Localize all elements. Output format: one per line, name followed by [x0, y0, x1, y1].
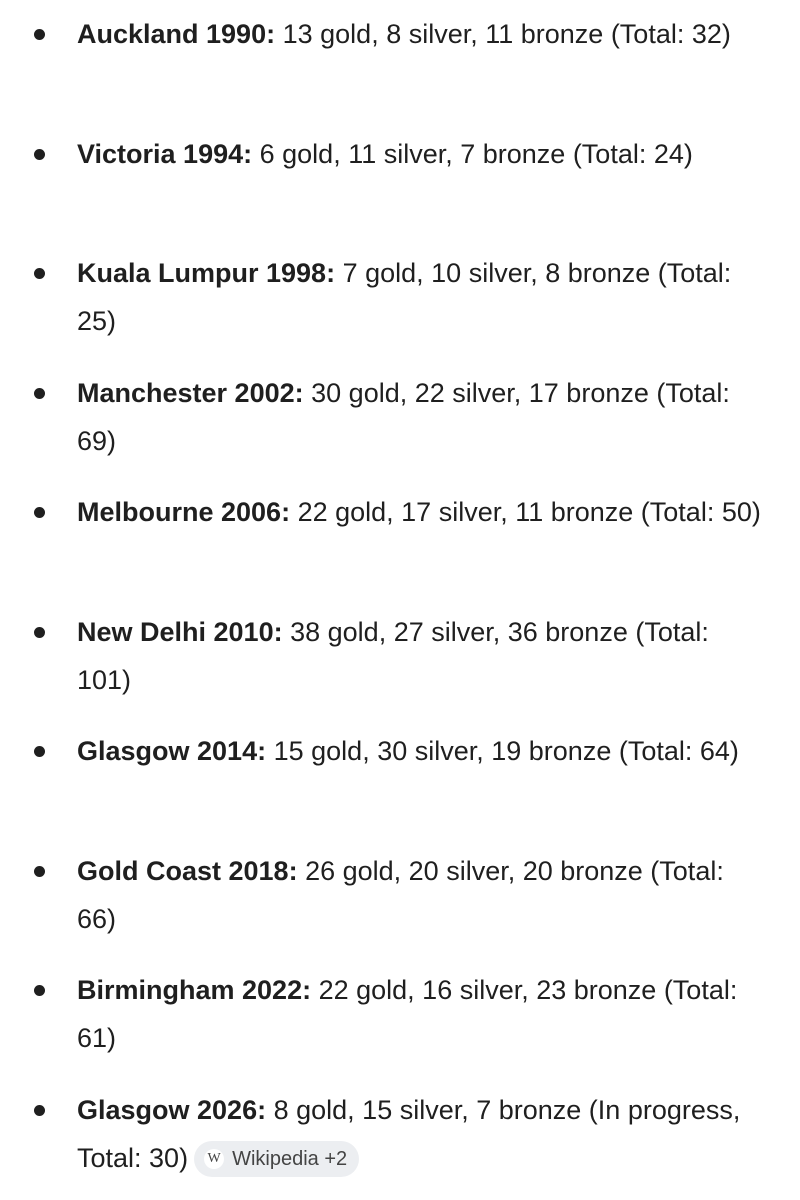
item-text: 22 gold, 17 silver, 11 bronze (Total: 50…: [297, 497, 761, 527]
item-text: 26 gold, 20 silver, 20 bronze (Total: 66…: [77, 855, 724, 934]
bullet: [34, 865, 45, 877]
item-label: New Delhi 2010:: [77, 616, 283, 647]
item-label: Kuala Lumpur 1998:: [77, 258, 336, 288]
item-label: Birmingham 2022:: [77, 975, 312, 1005]
item-label: Manchester 2002:: [77, 377, 304, 408]
item-text: 8 gold, 15 silver, 7 bronze (In progress…: [77, 1094, 741, 1173]
source-icon: W: [204, 1149, 225, 1170]
bullet: [34, 268, 45, 279]
item-label: Glasgow 2026:: [77, 1094, 267, 1125]
item-text: 38 gold, 27 silver, 36 bronze (Total: 10…: [77, 616, 709, 695]
item-label: Victoria 1994:: [77, 138, 253, 169]
list-item: Glasgow 2014: 15 gold, 30 silver, 19 bro…: [0, 727, 762, 823]
bullet: [34, 746, 45, 757]
bullet: [34, 29, 45, 40]
list-item: Kuala Lumpur 1998: 7 gold, 10 silver, 8 …: [0, 249, 762, 345]
item-text: 30 gold, 22 silver, 17 bronze (Total: 69…: [77, 377, 730, 456]
item-text: 13 gold, 8 silver, 11 bronze (Total: 32): [282, 19, 731, 49]
item-text: 22 gold, 16 silver, 23 bronze (Total: 61…: [77, 975, 738, 1053]
list-item: New Delhi 2010: 38 gold, 27 silver, 36 b…: [0, 608, 762, 704]
item-label: Gold Coast 2018:: [77, 855, 298, 886]
bullet: [34, 985, 45, 996]
bullet: [34, 148, 45, 160]
bullet: [34, 387, 45, 399]
source-chip[interactable]: W Wikipedia +2: [194, 1141, 360, 1178]
list-item: Melbourne 2006: 22 gold, 17 silver, 11 b…: [0, 488, 762, 584]
list-item: Manchester 2002: 30 gold, 22 silver, 17 …: [0, 369, 762, 465]
item-text: 6 gold, 11 silver, 7 bronze (Total: 24): [259, 138, 693, 169]
item-text: 7 gold, 10 silver, 8 bronze (Total: 25): [77, 258, 732, 336]
list-item: Victoria 1994: 6 gold, 11 silver, 7 bron…: [0, 130, 762, 226]
item-label: Melbourne 2006:: [77, 497, 291, 527]
item-label: Glasgow 2014:: [77, 736, 267, 766]
list-item: Glasgow 2026: 8 gold, 15 silver, 7 bronz…: [0, 1086, 762, 1182]
list-item: Auckland 1990: 13 gold, 8 silver, 11 bro…: [0, 10, 762, 106]
bullet: [34, 626, 45, 638]
bullet: [34, 507, 45, 518]
item-label: Auckland 1990:: [77, 19, 276, 49]
list-item: Birmingham 2022: 22 gold, 16 silver, 23 …: [0, 966, 762, 1062]
list-item: Gold Coast 2018: 26 gold, 20 silver, 20 …: [0, 847, 762, 943]
bullet: [34, 1104, 45, 1116]
item-text: 15 gold, 30 silver, 19 bronze (Total: 64…: [273, 736, 739, 766]
source-label: Wikipedia +2: [232, 1148, 348, 1171]
